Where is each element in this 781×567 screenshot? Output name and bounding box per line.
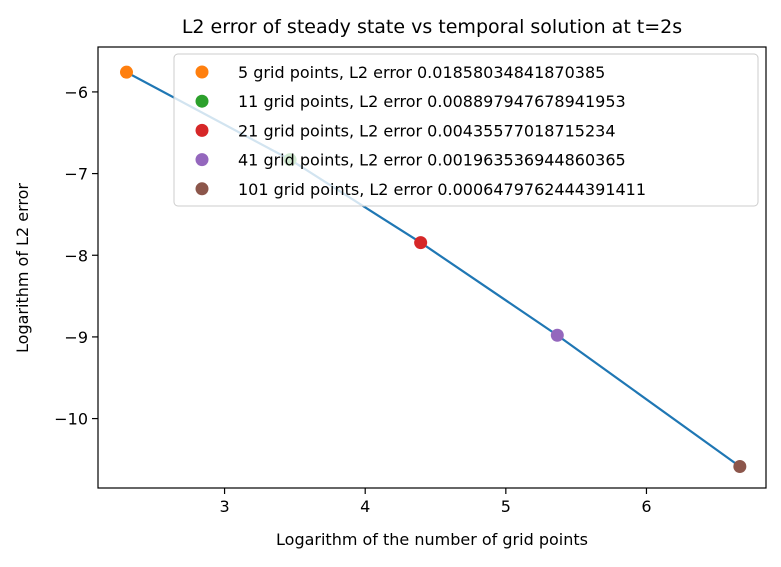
- x-tick-label: 4: [360, 497, 370, 516]
- x-tick-label: 3: [219, 497, 229, 516]
- legend-label-2: 11 grid points, L2 error 0.0088979476789…: [238, 92, 626, 111]
- legend-label-5: 101 grid points, L2 error 0.000647976244…: [238, 180, 646, 199]
- y-tick-label: −9: [64, 328, 88, 347]
- x-tick-label: 5: [501, 497, 511, 516]
- legend-marker-4: [195, 153, 209, 167]
- legend-marker-1: [195, 65, 209, 79]
- y-tick-label: −7: [64, 165, 88, 184]
- data-point-4: [550, 328, 564, 342]
- legend-marker-2: [195, 94, 209, 108]
- legend-label-3: 21 grid points, L2 error 0.0043557701871…: [238, 121, 616, 140]
- legend-label-4: 41 grid points, L2 error 0.0019635369448…: [238, 151, 626, 170]
- chart-title: L2 error of steady state vs temporal sol…: [182, 16, 682, 38]
- y-axis-title: Logarithm of L2 error: [13, 183, 32, 353]
- y-tick-label: −6: [64, 83, 88, 102]
- data-point-3: [414, 236, 428, 250]
- legend-box: [173, 53, 759, 207]
- y-tick-label: −8: [64, 246, 88, 265]
- legend-marker-3: [195, 123, 209, 137]
- y-tick-label: −10: [54, 410, 88, 429]
- data-point-5: [733, 459, 747, 473]
- data-point-1: [119, 65, 133, 79]
- x-tick-label: 6: [641, 497, 651, 516]
- legend-label-1: 5 grid points, L2 error 0.01858034841870…: [238, 63, 605, 82]
- plot-frame: [97, 46, 767, 489]
- x-axis-title: Logarithm of the number of grid points: [276, 530, 588, 549]
- legend-marker-5: [195, 182, 209, 196]
